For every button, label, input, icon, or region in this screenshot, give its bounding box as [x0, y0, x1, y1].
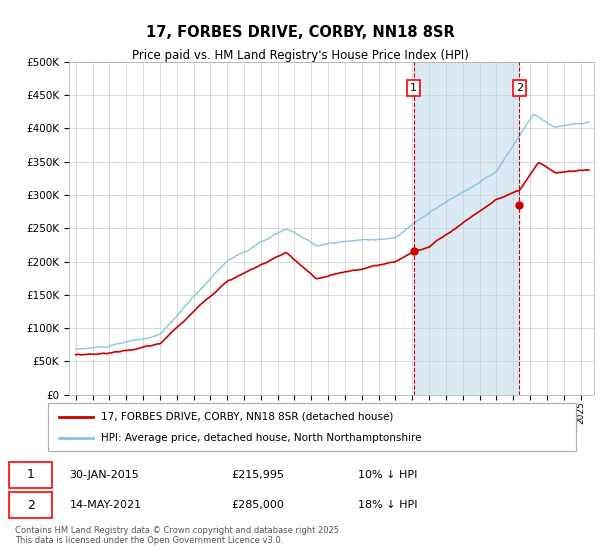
- Text: 17, FORBES DRIVE, CORBY, NN18 8SR: 17, FORBES DRIVE, CORBY, NN18 8SR: [146, 25, 454, 40]
- Text: Price paid vs. HM Land Registry's House Price Index (HPI): Price paid vs. HM Land Registry's House …: [131, 49, 469, 62]
- Text: 17, FORBES DRIVE, CORBY, NN18 8SR (detached house): 17, FORBES DRIVE, CORBY, NN18 8SR (detac…: [101, 412, 393, 422]
- Text: 1: 1: [27, 468, 35, 482]
- Text: 2: 2: [27, 499, 35, 512]
- FancyBboxPatch shape: [9, 492, 52, 519]
- Text: 30-JAN-2015: 30-JAN-2015: [70, 470, 139, 480]
- Text: £215,995: £215,995: [231, 470, 284, 480]
- FancyBboxPatch shape: [9, 462, 52, 488]
- Text: 14-MAY-2021: 14-MAY-2021: [70, 501, 142, 510]
- Text: HPI: Average price, detached house, North Northamptonshire: HPI: Average price, detached house, Nort…: [101, 433, 421, 444]
- Text: £285,000: £285,000: [231, 501, 284, 510]
- FancyBboxPatch shape: [48, 403, 576, 451]
- Text: 2: 2: [516, 83, 523, 94]
- Text: 1: 1: [410, 83, 417, 94]
- Text: Contains HM Land Registry data © Crown copyright and database right 2025.
This d: Contains HM Land Registry data © Crown c…: [15, 526, 341, 545]
- Text: 10% ↓ HPI: 10% ↓ HPI: [358, 470, 417, 480]
- Text: 18% ↓ HPI: 18% ↓ HPI: [358, 501, 417, 510]
- Bar: [413, 62, 520, 395]
